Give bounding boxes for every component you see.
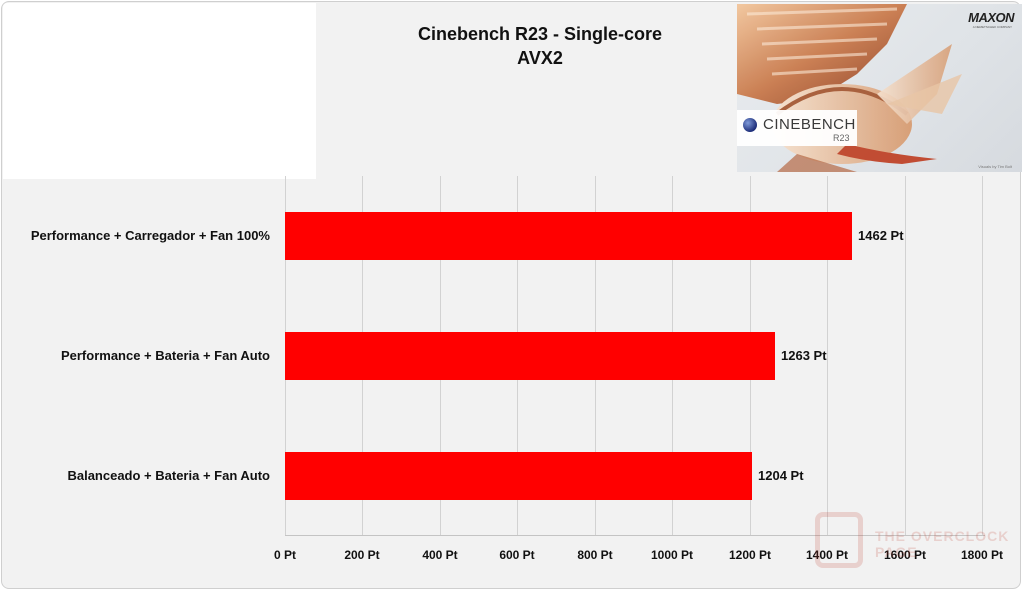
cinema4d-logo-icon [743, 118, 757, 132]
x-axis-line [285, 535, 985, 536]
bar-balanceado-bateria-fanauto [285, 452, 752, 500]
x-tick-label: 600 Pt [499, 548, 535, 562]
cinebench-version: R23 [833, 133, 850, 143]
gridline [905, 176, 906, 535]
x-tick-label: 400 Pt [422, 548, 458, 562]
bar-value-label: 1263 Pt [781, 348, 827, 363]
chart-title-line2: AVX2 [517, 48, 563, 68]
plot-area: 1462 Pt 1263 Pt 1204 Pt [285, 176, 985, 536]
bar-value-label: 1204 Pt [758, 468, 804, 483]
maxon-logo: MAXON [968, 10, 1014, 25]
chart-title-line1: Cinebench R23 - Single-core [417, 24, 663, 44]
visual-credit: Visuals by Tim Bolt [978, 164, 1012, 169]
x-tick-label: 1400 Pt [805, 548, 849, 562]
x-tick-label: 1200 Pt [728, 548, 772, 562]
x-tick-label: 800 Pt [577, 548, 613, 562]
cinebench-logo: CINEBENCH R23 [737, 110, 857, 146]
x-tick-label: 200 Pt [344, 548, 380, 562]
x-tick-label: 1000 Pt [650, 548, 694, 562]
chart-title: Cinebench R23 - Single-core AVX2 [380, 22, 700, 70]
x-tick-label: 1600 Pt [883, 548, 927, 562]
watermark-text: THE OVERCLOCK PAGE [875, 528, 1010, 560]
bar-performance-bateria-fanauto [285, 332, 775, 380]
maxon-tagline: A NEMETSCHEK COMPANY [972, 25, 1012, 29]
x-tick-label: 1800 Pt [960, 548, 1004, 562]
gridline [827, 176, 828, 535]
watermark-cube-icon [815, 512, 863, 568]
cinebench-banner-image: CINEBENCH R23 MAXON A NEMETSCHEK COMPANY… [737, 4, 1022, 172]
bar-performance-carregador-fan100 [285, 212, 852, 260]
feather-artwork-icon [737, 4, 962, 172]
category-label: Performance + Bateria + Fan Auto [60, 348, 270, 363]
category-label: Performance + Carregador + Fan 100% [30, 228, 270, 243]
x-tick-label: 0 Pt [273, 548, 297, 562]
watermark: THE OVERCLOCK PAGE [815, 510, 1015, 580]
blank-panel [3, 3, 316, 179]
cinebench-wordmark: CINEBENCH [763, 116, 856, 133]
category-label: Balanceado + Bateria + Fan Auto [67, 468, 270, 483]
bar-value-label: 1462 Pt [858, 228, 904, 243]
gridline [982, 176, 983, 535]
